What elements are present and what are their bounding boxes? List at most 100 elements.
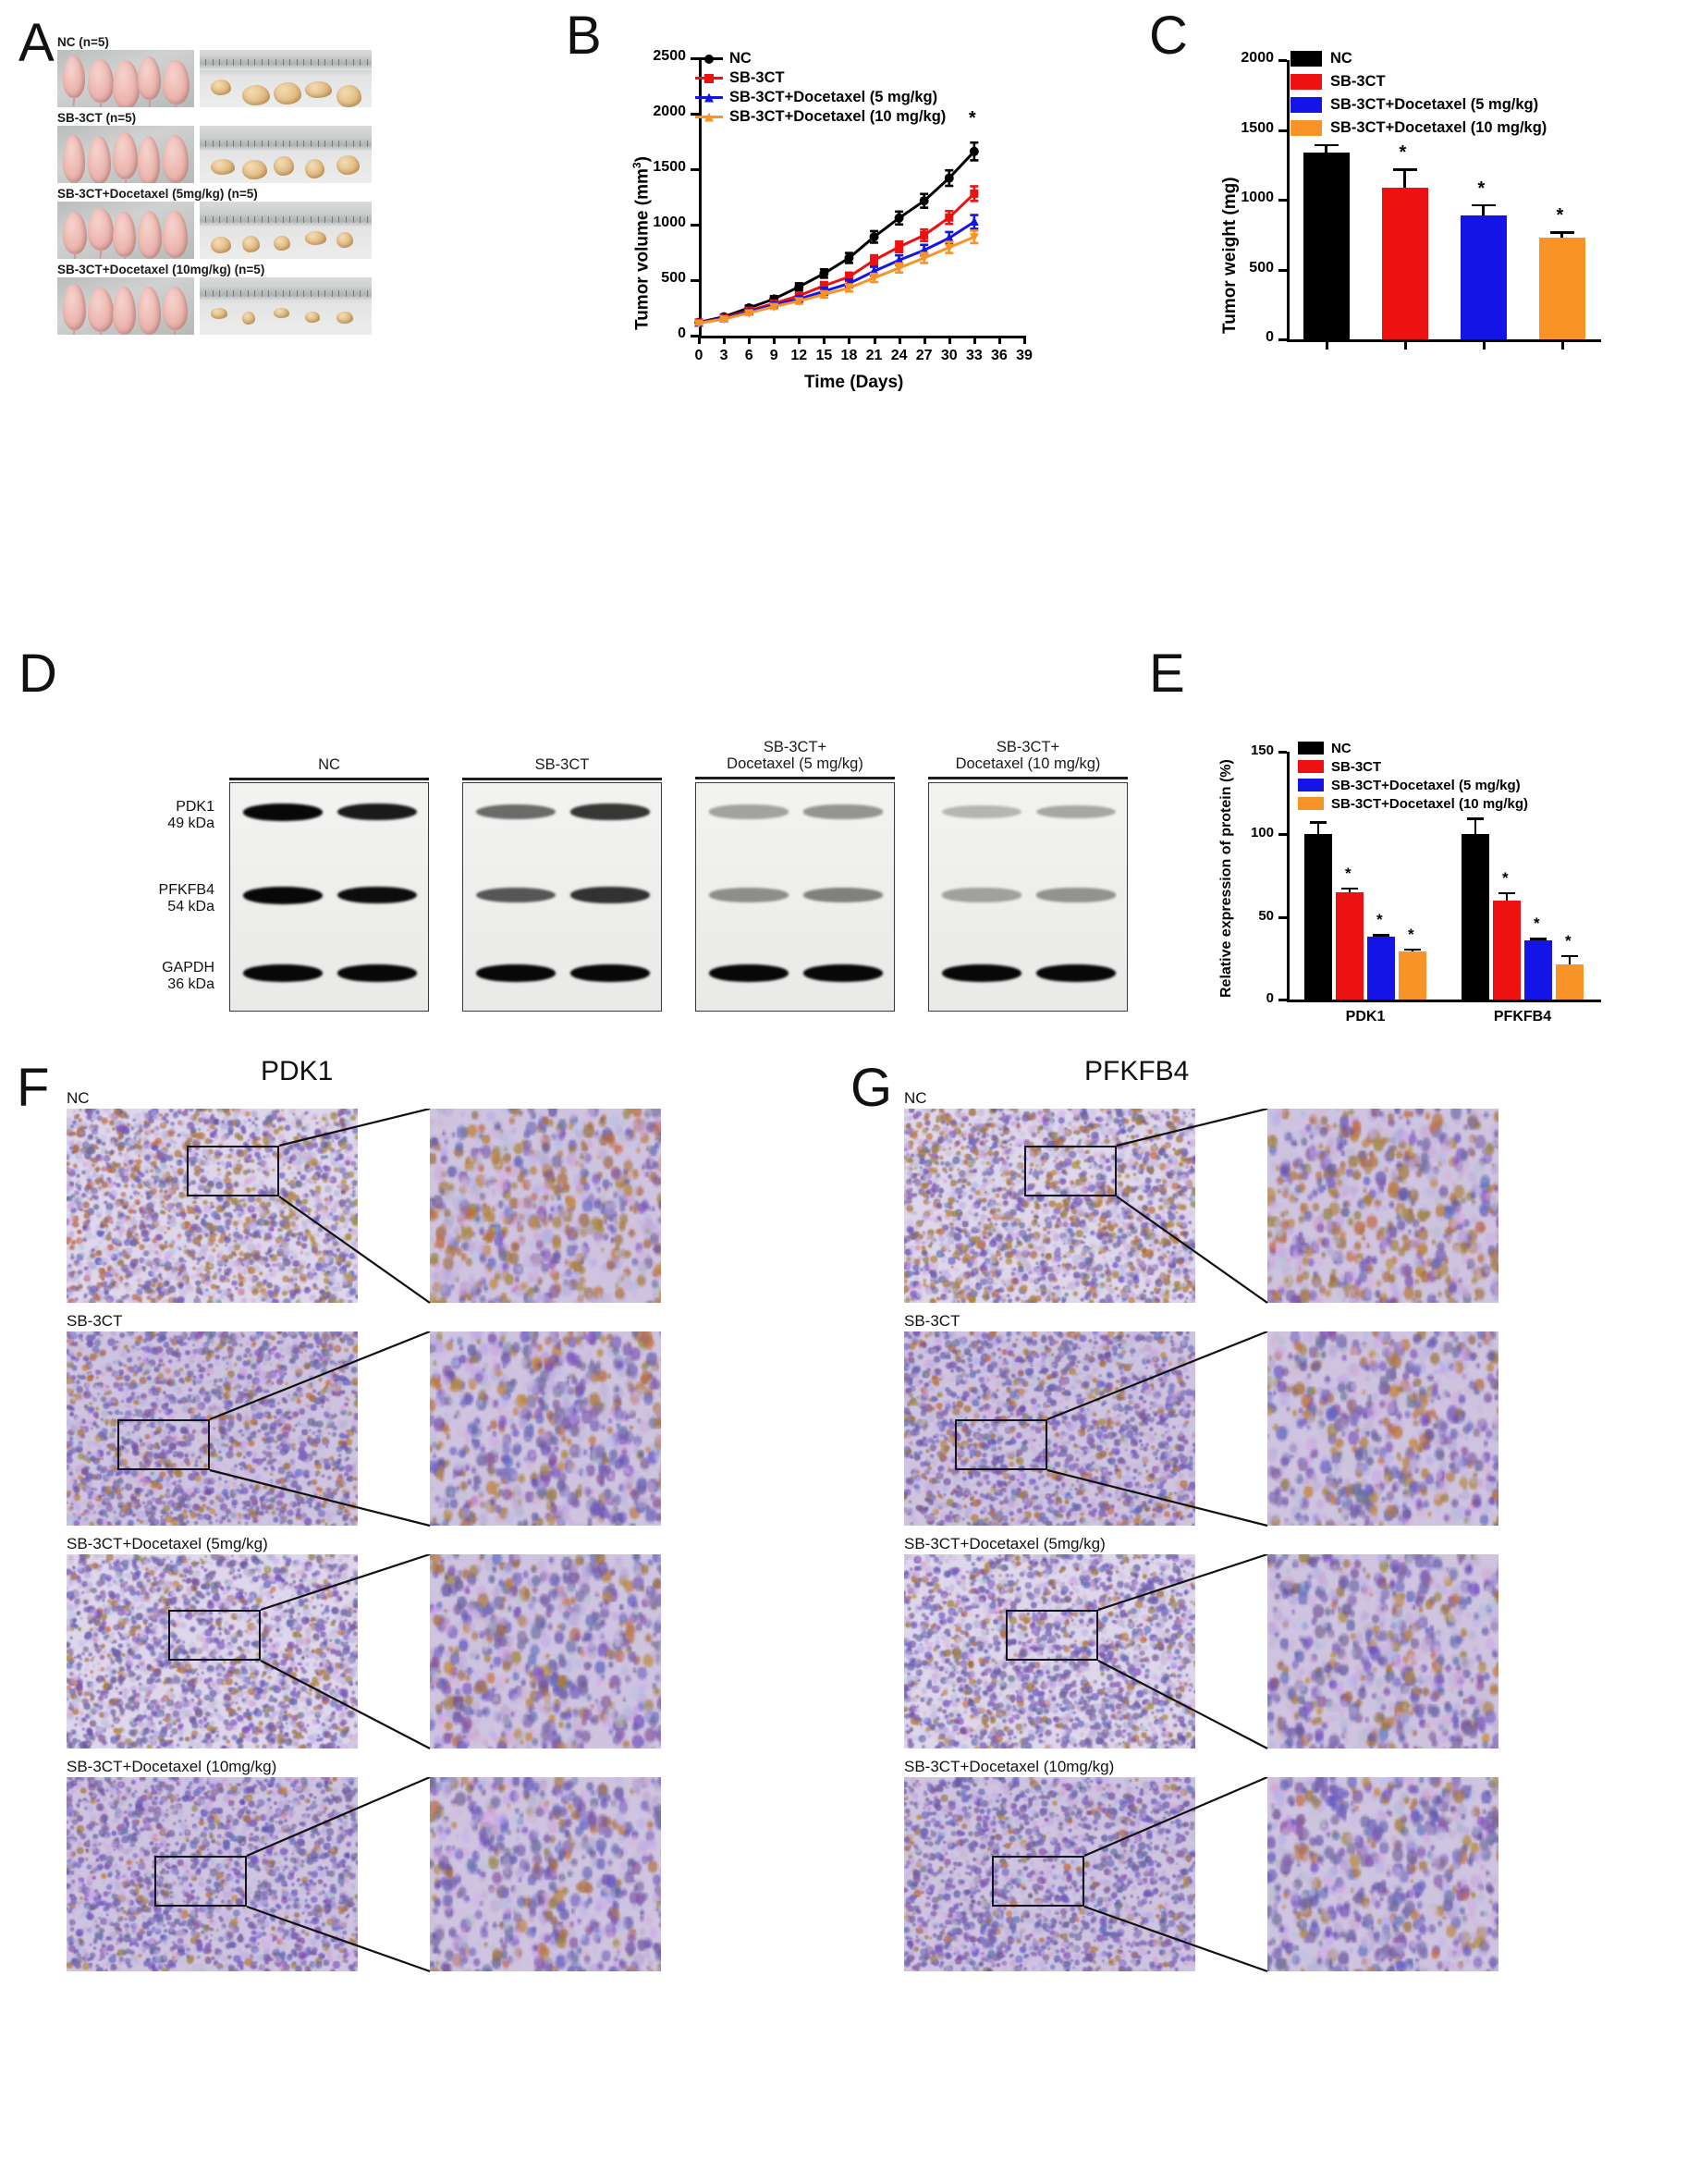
protein-name: PFKFB4	[158, 882, 214, 898]
significance-star: *	[1345, 864, 1352, 882]
mouse-silhouette	[163, 211, 188, 258]
ruler-tick	[254, 290, 256, 297]
ruler-tick	[282, 59, 284, 66]
ruler-tick	[346, 59, 347, 66]
ruler-tick	[254, 141, 256, 147]
ruler-tick	[219, 141, 221, 147]
ruler-tick	[289, 290, 291, 297]
ihc-high-mag-image	[1267, 1777, 1498, 1971]
ihc-image-pair	[904, 1554, 1634, 1749]
legend-label: SB-3CT+Docetaxel (5 mg/kg)	[1330, 96, 1539, 113]
panel-a-row-label: SB-3CT+Docetaxel (5mg/kg) (n=5)	[57, 187, 258, 201]
ruler-tick	[289, 216, 291, 223]
y-tick-label: 1000	[653, 215, 686, 230]
x-tick-label: 6	[744, 348, 753, 363]
ruler-tick	[366, 216, 368, 223]
bar	[1524, 939, 1552, 1000]
x-tick	[1023, 336, 1026, 344]
legend-item: SB-3CT+Docetaxel (5 mg/kg)	[1298, 776, 1528, 794]
mouse-silhouette	[113, 211, 137, 258]
legend-item: SB-3CT+Docetaxel (5 mg/kg)	[695, 88, 946, 107]
y-tick	[691, 335, 699, 337]
data-point	[794, 282, 804, 292]
ruler-tick	[352, 290, 354, 297]
ruler-tick	[212, 141, 214, 147]
error-bar-cap	[1530, 938, 1547, 940]
data-point	[895, 242, 904, 252]
ruler-tick	[366, 141, 368, 147]
tumor-specimen	[211, 159, 235, 176]
ihc-image-pair	[67, 1109, 797, 1304]
x-tick-label: 39	[1016, 348, 1033, 363]
ruler-tick	[254, 216, 256, 223]
ruler-tick	[268, 216, 270, 223]
ihc-image-pair	[904, 1109, 1634, 1304]
ruler-tick	[366, 59, 368, 66]
tumor-specimen	[336, 84, 361, 107]
ruler-tick	[219, 216, 221, 223]
ruler-tick	[289, 141, 291, 147]
ruler-tick	[226, 216, 227, 223]
ihc-row-label: SB-3CT+Docetaxel (5mg/kg)	[904, 1535, 1106, 1552]
ruler-tick	[219, 290, 221, 297]
data-point	[794, 293, 804, 303]
tumor-specimen	[305, 159, 324, 179]
bar	[1381, 188, 1428, 339]
error-bar-cap	[1314, 143, 1339, 147]
ruler-tick	[247, 216, 249, 223]
ruler-tick	[324, 216, 326, 223]
ruler-tick	[324, 290, 326, 297]
roi-box	[955, 1419, 1047, 1470]
legend-color-swatch	[1298, 742, 1324, 755]
tumor-specimen	[336, 231, 353, 249]
significance-star: *	[1565, 931, 1572, 950]
protein-band	[570, 804, 650, 820]
ruler	[200, 213, 372, 227]
data-point	[919, 245, 929, 254]
x-tick	[873, 336, 876, 344]
roi-box	[168, 1610, 261, 1661]
x-tick	[823, 336, 826, 344]
legend-item: NC	[1290, 47, 1547, 70]
x-tick	[723, 336, 727, 344]
ruler-tick	[346, 141, 347, 147]
protein-band	[337, 886, 417, 904]
tumor-specimen	[274, 307, 290, 318]
error-bar	[1560, 230, 1563, 238]
mouse-silhouette	[138, 287, 162, 335]
ruler-tick	[296, 59, 298, 66]
x-tick-label: 27	[915, 348, 933, 363]
ruler-tick	[311, 141, 312, 147]
ruler-tick	[311, 216, 312, 223]
tumor-photo	[200, 202, 372, 259]
y-tick-label: 2000	[1241, 50, 1274, 66]
x-tick-label: 24	[890, 348, 908, 363]
ihc-row-label: SB-3CT	[904, 1312, 960, 1330]
data-point	[744, 306, 754, 316]
panel-letter-b: B	[566, 6, 602, 66]
data-point	[919, 196, 929, 206]
ruler	[200, 287, 372, 301]
protein-band	[709, 888, 789, 902]
protein-band	[476, 804, 556, 820]
significance-star: *	[1502, 868, 1509, 887]
tumor-specimen	[336, 155, 361, 176]
lane-header-rule	[462, 777, 662, 780]
legend-item: SB-3CT+Docetaxel (5 mg/kg)	[1290, 93, 1547, 117]
mouse-silhouette	[163, 287, 189, 331]
ruler-tick	[261, 290, 263, 297]
error-bar-cap	[1341, 887, 1358, 890]
ruler-tick	[338, 141, 340, 147]
panel-a-image-pair	[57, 277, 372, 335]
data-point	[769, 302, 779, 313]
x-tick-label: 36	[991, 348, 1008, 363]
lane-header-rule	[695, 776, 895, 779]
error-bar-cap	[1498, 891, 1515, 895]
ihc-image-pair	[67, 1554, 797, 1749]
ihc-row-label: SB-3CT+Docetaxel (10mg/kg)	[904, 1758, 1115, 1775]
ruler-tick	[352, 216, 354, 223]
tumor-specimen	[274, 156, 294, 176]
data-point	[744, 303, 754, 313]
panel-a-row: SB-3CT+Docetaxel (5mg/kg) (n=5)	[57, 187, 372, 259]
tumor-specimen	[274, 82, 301, 105]
